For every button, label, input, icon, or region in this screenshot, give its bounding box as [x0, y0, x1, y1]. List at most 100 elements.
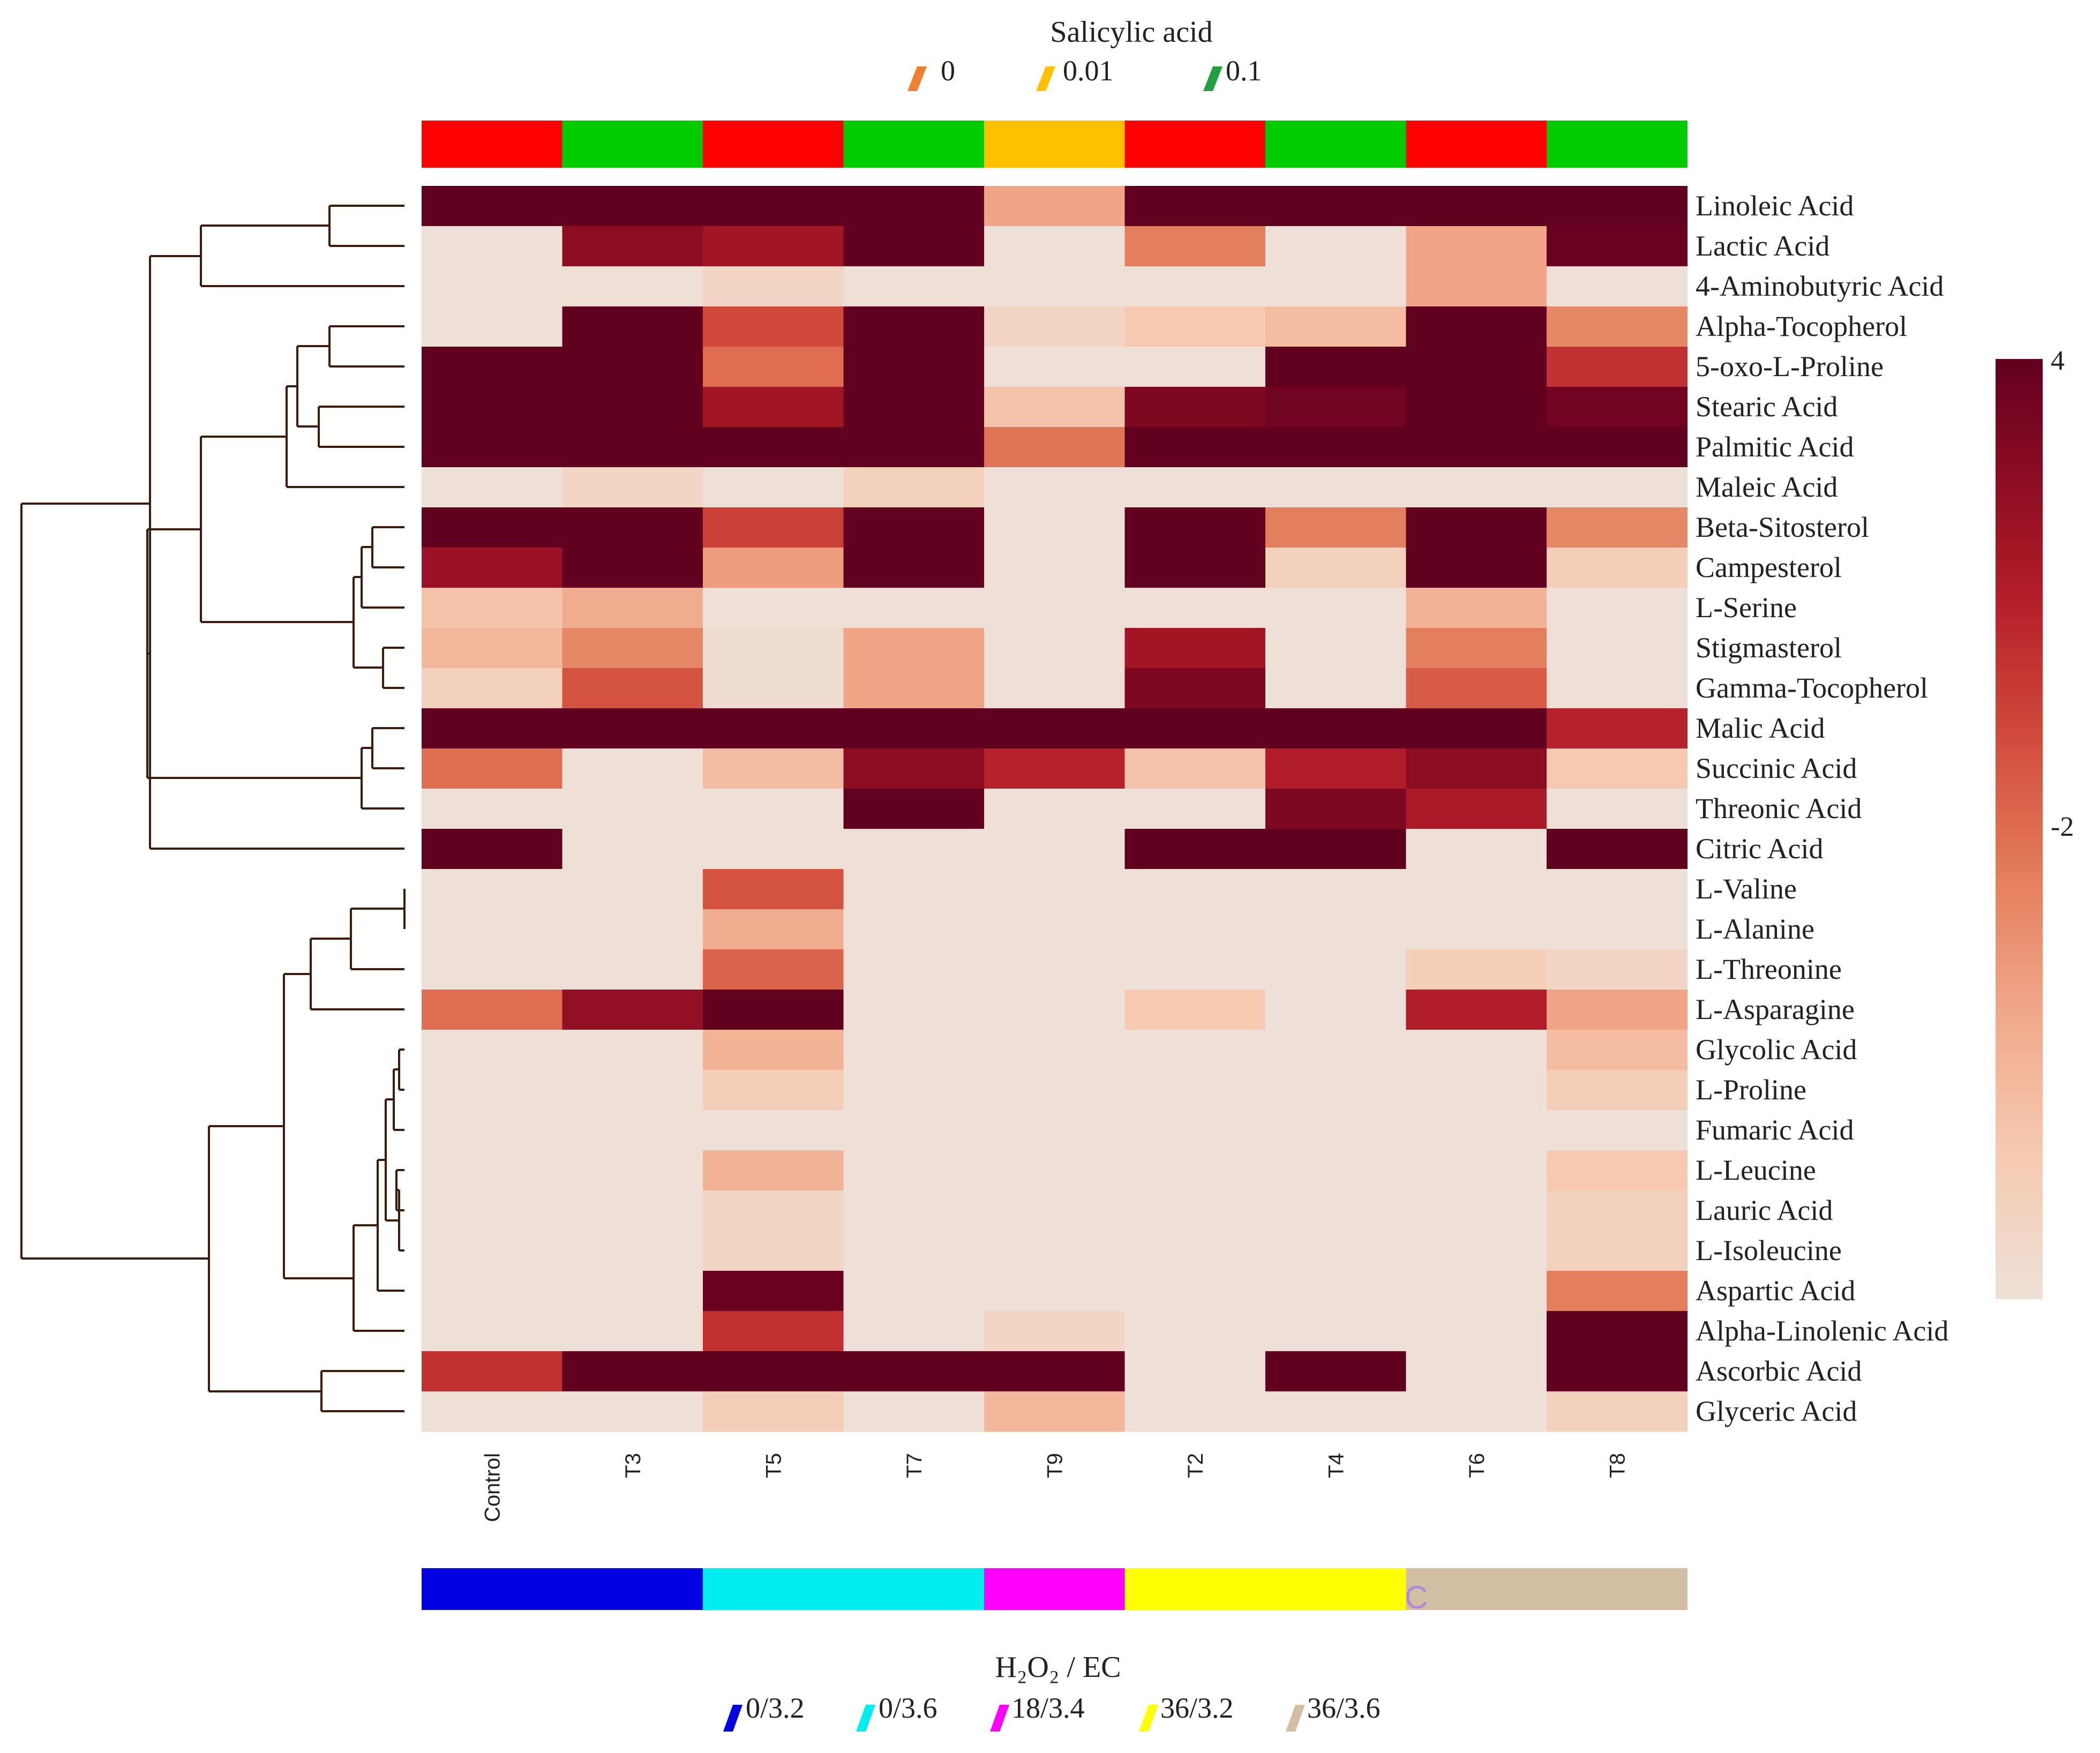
heatmap-cell	[422, 548, 563, 588]
heatmap-cell	[1124, 507, 1266, 548]
heatmap-cell	[1265, 427, 1407, 468]
row-label: Glyceric Acid	[1696, 1395, 1857, 1427]
colorbar-max-label: 4	[2051, 346, 2065, 376]
heatmap-cell	[422, 226, 563, 267]
heatmap-cell	[984, 1030, 1126, 1070]
heatmap-cell	[984, 869, 1126, 910]
heatmap-cell	[1406, 1030, 1547, 1070]
heatmap-cell	[703, 387, 844, 428]
column-labels: Control T3 T5 T7 T9 T2 T4 T6 T8	[481, 1453, 1629, 1522]
legend-swatch-icon	[1286, 1705, 1305, 1732]
heatmap-cell	[1265, 668, 1407, 709]
top-legend: 0 0.01 0.1	[908, 55, 1262, 91]
heatmap-cell	[1547, 789, 1688, 829]
heatmap-cell	[1406, 1271, 1547, 1312]
heatmap-cell	[984, 628, 1126, 669]
heatmap-cell	[1547, 990, 1688, 1030]
heatmap-cell	[562, 829, 703, 870]
heatmap-cell	[703, 1030, 844, 1070]
heatmap-cell	[562, 387, 703, 428]
heatmap-cell	[1406, 306, 1547, 347]
heatmap-cell	[1124, 628, 1266, 669]
heatmap-cell	[1124, 789, 1266, 829]
heatmap-cell	[562, 1030, 703, 1070]
heatmap-cell	[1124, 1150, 1266, 1191]
heatmap-cell	[1265, 1190, 1407, 1231]
heatmap-cell	[1406, 1231, 1547, 1271]
column-label: T5	[762, 1453, 785, 1478]
heatmap-cell	[422, 507, 563, 548]
top-annotation-block	[1124, 121, 1266, 168]
heatmap-cell	[843, 789, 985, 829]
heatmap-cell	[422, 1070, 563, 1111]
heatmap-cell	[984, 1190, 1126, 1231]
heatmap-cell	[1547, 1150, 1688, 1191]
row-label: Threonic Acid	[1696, 792, 1862, 825]
heatmap-cell	[1547, 1391, 1688, 1432]
heatmap-cell	[1406, 387, 1547, 428]
top-legend-label: 0.01	[1063, 55, 1114, 87]
heatmap-cell	[562, 1110, 703, 1151]
heatmap-cell	[703, 1070, 844, 1111]
heatmap-cell	[562, 588, 703, 628]
heatmap-cell	[422, 869, 563, 910]
heatmap-cell	[1265, 467, 1407, 508]
heatmap-cell	[1406, 588, 1547, 628]
heatmap-cell	[422, 1150, 563, 1191]
heatmap-cell	[1265, 1070, 1407, 1111]
heatmap-cell	[1124, 1231, 1266, 1271]
top-annotation-block	[984, 121, 1125, 168]
row-label: Linoleic Acid	[1696, 190, 1854, 222]
heatmap-cell	[1406, 628, 1547, 669]
heatmap-cell	[562, 668, 703, 709]
top-annotation-block	[1547, 121, 1688, 168]
heatmap-cell	[843, 1070, 985, 1111]
heatmap-cell	[843, 990, 985, 1030]
heatmap-cell	[984, 1311, 1126, 1352]
row-label: Fumaric Acid	[1696, 1114, 1854, 1146]
heatmap-cell	[562, 1391, 703, 1432]
row-label: Stigmasterol	[1696, 632, 1842, 664]
heatmap-cell	[1547, 1351, 1688, 1392]
heatmap-cell	[984, 467, 1126, 508]
row-label: L-Proline	[1696, 1074, 1806, 1106]
bottom-legend: 0/3.2 0/3.6 18/3.4 36/3.2 36/3.6	[723, 1692, 1381, 1732]
heatmap-cell	[843, 949, 985, 990]
heatmap-cell	[984, 427, 1126, 468]
heatmap-cell	[843, 1110, 985, 1151]
heatmap-cell	[1124, 949, 1266, 990]
heatmap-cell	[1265, 1311, 1407, 1352]
legend-swatch-icon	[1139, 1705, 1158, 1732]
heatmap-cell	[703, 347, 844, 387]
heatmap-cell	[703, 990, 844, 1030]
heatmap-cell	[1265, 708, 1407, 749]
heatmap-cell	[422, 1110, 563, 1151]
dendrogram-branches	[20, 205, 406, 1412]
legend-swatch-icon	[990, 1705, 1009, 1732]
heatmap-cell	[703, 548, 844, 588]
heatmap-cell	[984, 1070, 1126, 1111]
heatmap-cell	[1265, 226, 1407, 267]
column-label: T8	[1606, 1453, 1629, 1478]
heatmap-cell	[1265, 347, 1407, 387]
heatmap-cell	[1406, 1190, 1547, 1231]
heatmap-cell	[703, 668, 844, 709]
heatmap-cell	[1547, 266, 1688, 307]
row-label: Succinic Acid	[1696, 752, 1857, 784]
legend-swatch-icon	[908, 66, 927, 91]
heatmap-cell	[1406, 708, 1547, 749]
heatmap-cell	[1406, 1150, 1547, 1191]
heatmap-cell	[843, 668, 985, 709]
heatmap-cell	[1124, 1391, 1266, 1432]
row-label: Campesterol	[1696, 551, 1842, 583]
heatmap-cell	[562, 909, 703, 950]
heatmap-cell	[562, 226, 703, 267]
bottom-legend-label: 36/3.2	[1160, 1692, 1234, 1724]
heatmap-cell	[422, 789, 563, 829]
heatmap-cell	[1547, 467, 1688, 508]
row-label: Lactic Acid	[1696, 230, 1829, 262]
heatmap-cell	[984, 1150, 1126, 1191]
heatmap-cell	[703, 628, 844, 669]
top-legend-label: 0.1	[1226, 55, 1262, 87]
